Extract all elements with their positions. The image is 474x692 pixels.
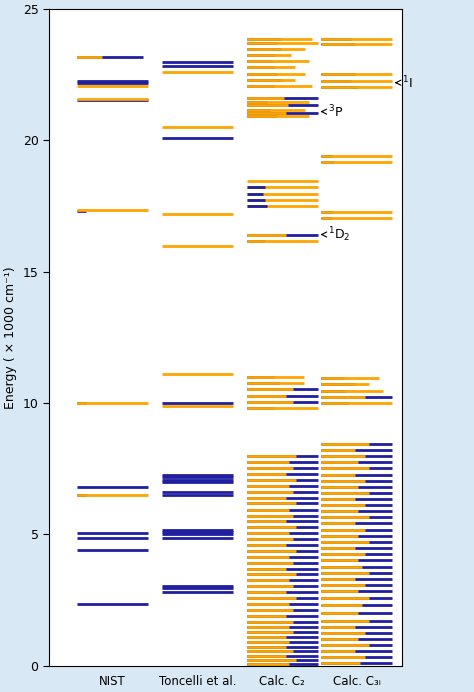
Text: $^3$P: $^3$P [322, 103, 344, 120]
Text: $^1$D$_2$: $^1$D$_2$ [322, 225, 351, 244]
Text: $^1$I: $^1$I [396, 75, 413, 91]
Y-axis label: Energy ( × 1000 cm⁻¹): Energy ( × 1000 cm⁻¹) [4, 266, 17, 409]
